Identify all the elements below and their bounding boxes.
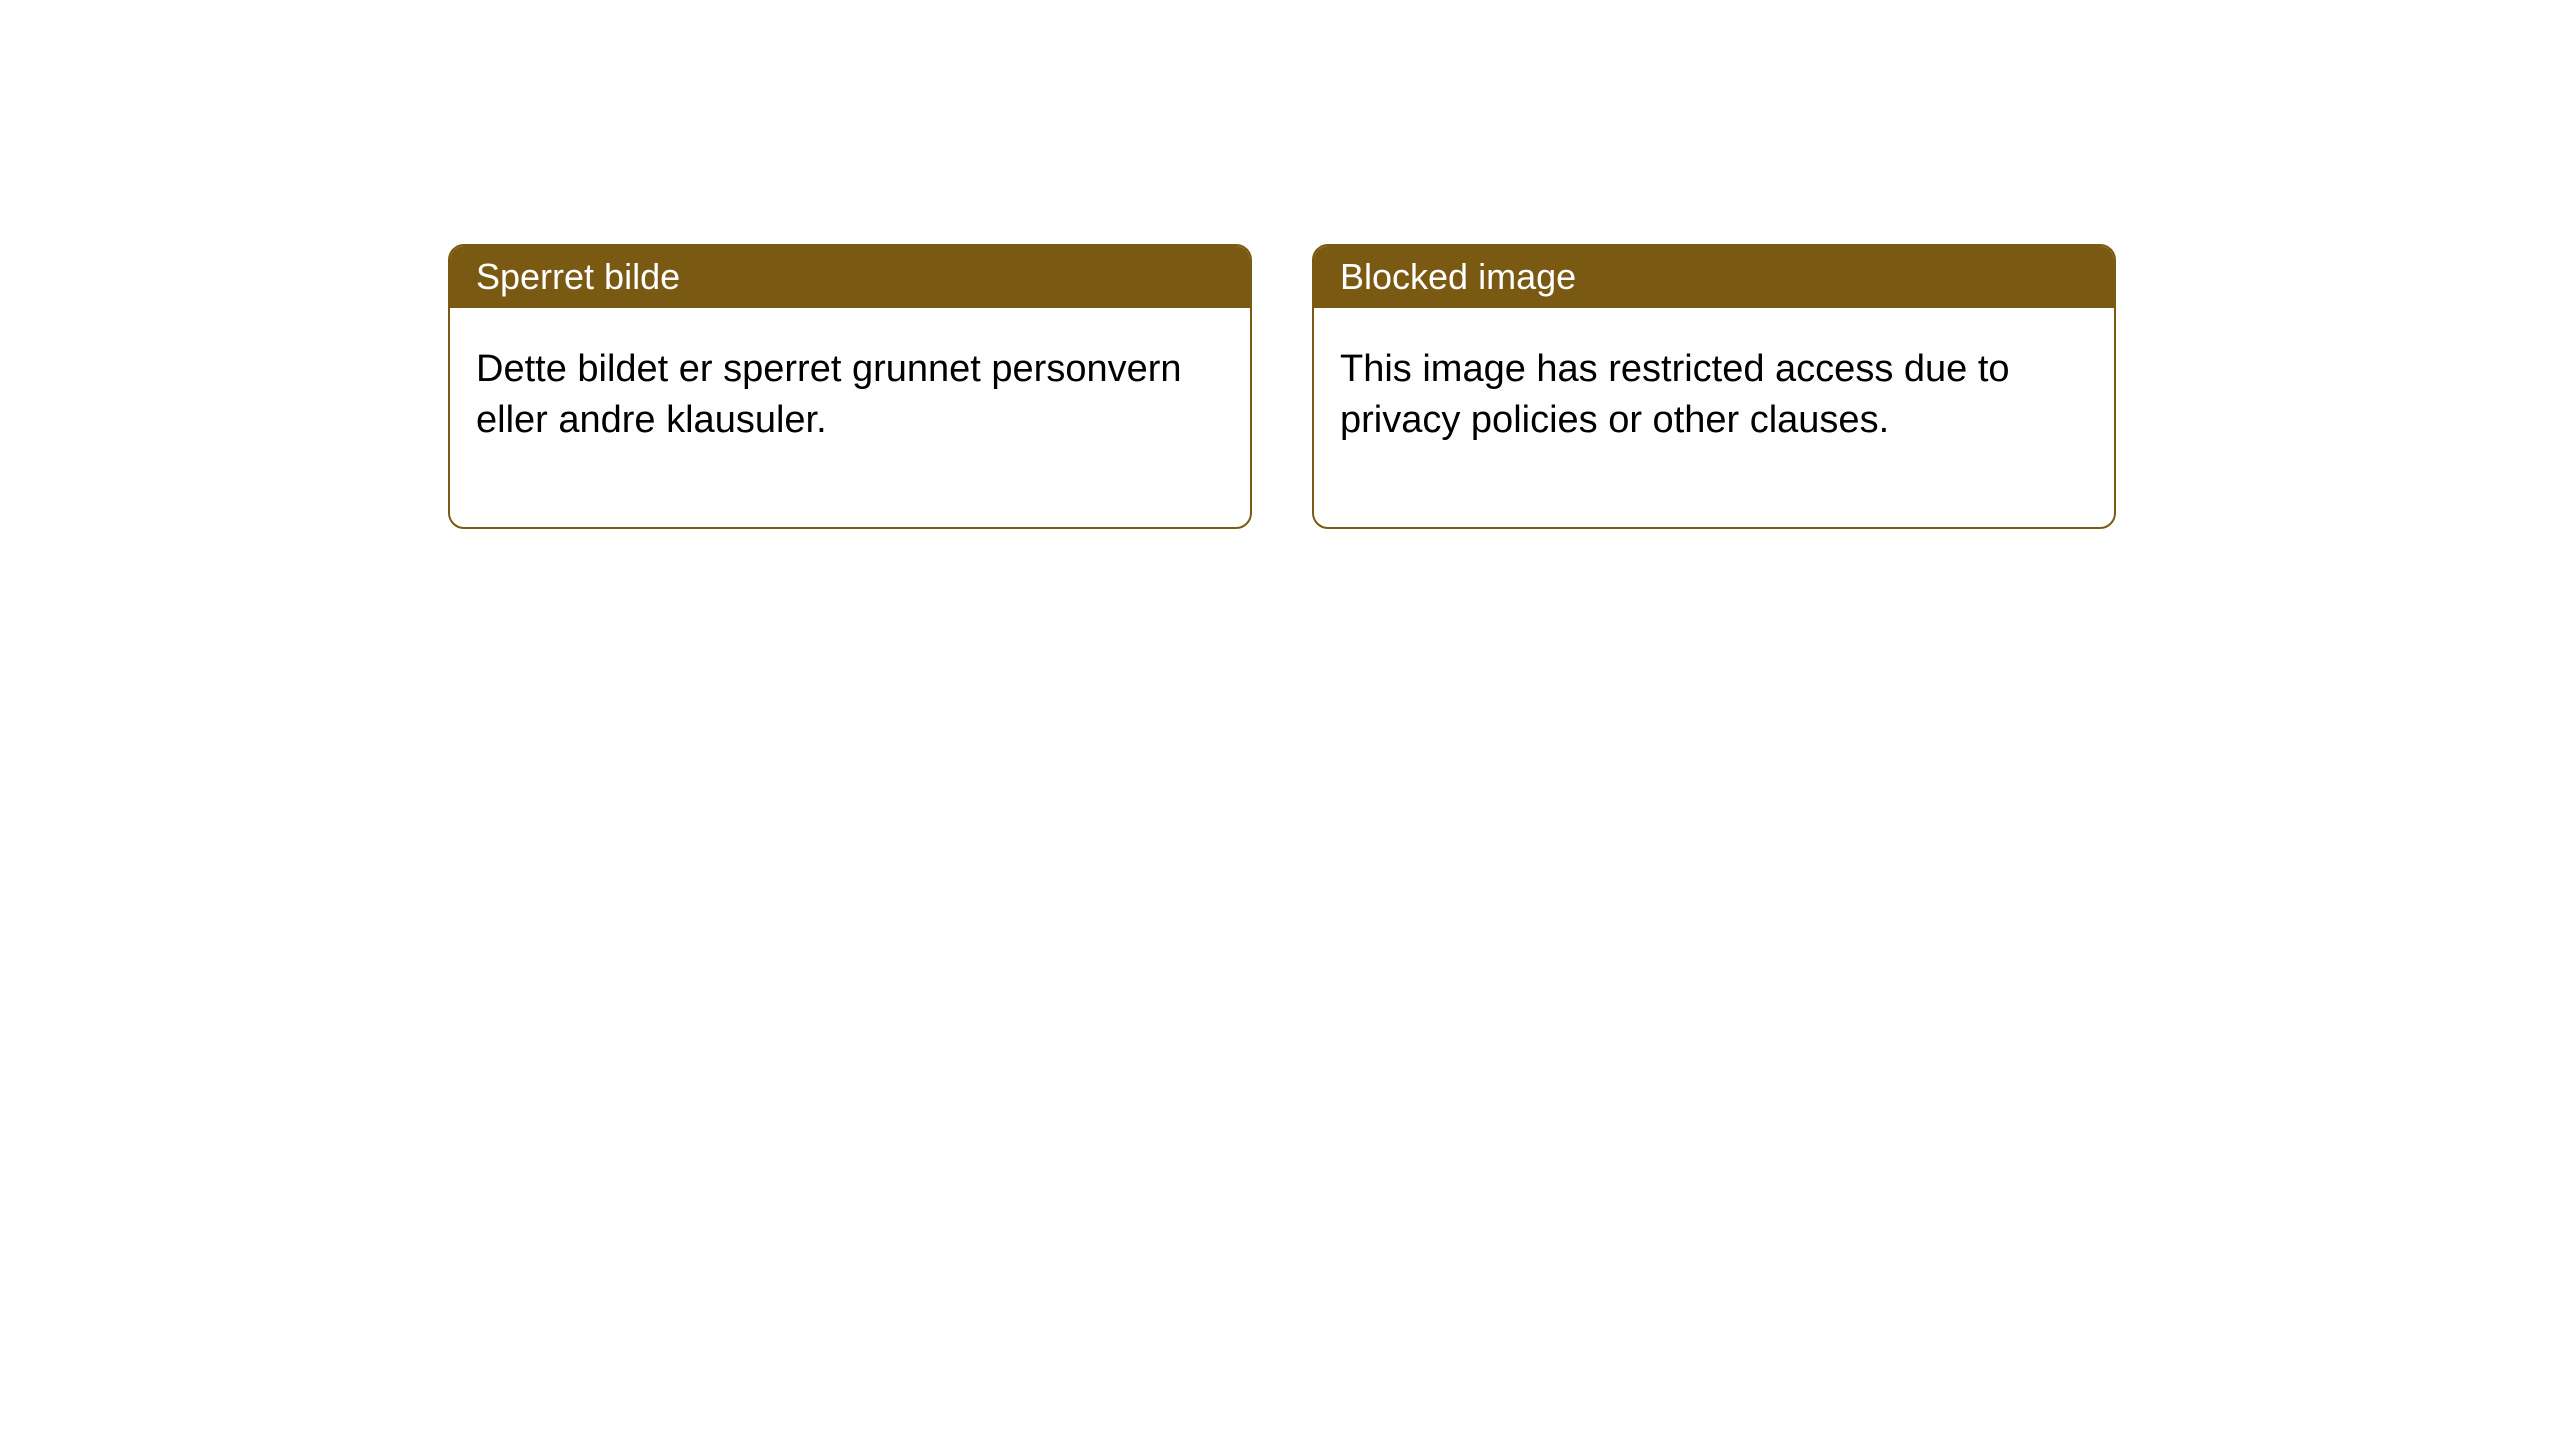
- notice-card-english: Blocked image This image has restricted …: [1312, 244, 2116, 529]
- notice-body: This image has restricted access due to …: [1314, 308, 2114, 527]
- notice-body-text: This image has restricted access due to …: [1340, 348, 2010, 441]
- notice-header: Sperret bilde: [450, 246, 1250, 308]
- notice-title: Blocked image: [1340, 256, 1576, 297]
- notice-container: Sperret bilde Dette bildet er sperret gr…: [0, 0, 2560, 529]
- notice-card-norwegian: Sperret bilde Dette bildet er sperret gr…: [448, 244, 1252, 529]
- notice-body: Dette bildet er sperret grunnet personve…: [450, 308, 1250, 527]
- notice-title: Sperret bilde: [476, 256, 680, 297]
- notice-body-text: Dette bildet er sperret grunnet personve…: [476, 348, 1182, 441]
- notice-header: Blocked image: [1314, 246, 2114, 308]
